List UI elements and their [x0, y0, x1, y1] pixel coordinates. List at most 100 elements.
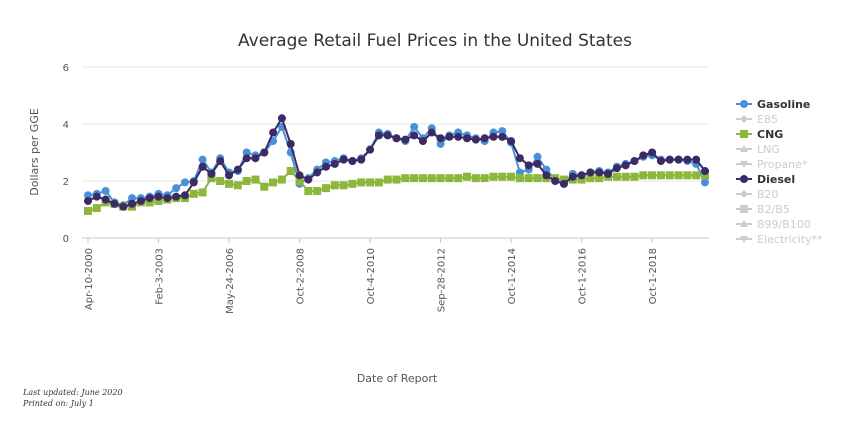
cng-point[interactable]	[621, 172, 630, 181]
cng-point[interactable]	[665, 171, 674, 180]
diesel-point[interactable]	[84, 196, 92, 205]
cng-point[interactable]	[692, 171, 701, 180]
gasoline-point[interactable]	[533, 152, 542, 161]
diesel-point[interactable]	[128, 199, 137, 208]
cng-point[interactable]	[471, 174, 480, 183]
gasoline-point[interactable]	[128, 194, 137, 203]
gasoline-point[interactable]	[198, 155, 207, 164]
cng-point[interactable]	[524, 174, 533, 183]
diesel-point[interactable]	[366, 145, 375, 154]
cng-point[interactable]	[154, 196, 163, 205]
cng-point[interactable]	[366, 178, 375, 187]
cng-point[interactable]	[189, 189, 198, 198]
cng-point[interactable]	[427, 174, 436, 183]
cng-point[interactable]	[612, 172, 621, 181]
diesel-point[interactable]	[304, 175, 313, 184]
diesel-point[interactable]	[286, 139, 295, 148]
diesel-point[interactable]	[586, 168, 595, 177]
diesel-point[interactable]	[357, 155, 366, 164]
gasoline-point[interactable]	[84, 191, 92, 200]
cng-point[interactable]	[207, 174, 216, 183]
diesel-point[interactable]	[136, 196, 145, 205]
cng-point[interactable]	[348, 179, 357, 188]
diesel-point[interactable]	[559, 179, 568, 188]
legend-item-lng[interactable]: LNG	[736, 143, 780, 156]
gasoline-point[interactable]	[101, 186, 110, 195]
diesel-point[interactable]	[454, 132, 463, 141]
cng-point[interactable]	[498, 172, 507, 181]
cng-point[interactable]	[683, 171, 692, 180]
diesel-point[interactable]	[330, 159, 339, 168]
legend-item-b99-b100[interactable]: B99/B100	[736, 218, 811, 231]
cng-point[interactable]	[225, 179, 234, 188]
diesel-point[interactable]	[410, 131, 419, 140]
diesel-point[interactable]	[524, 161, 533, 170]
diesel-point[interactable]	[595, 168, 604, 177]
cng-point[interactable]	[145, 198, 154, 207]
diesel-point[interactable]	[542, 171, 551, 180]
cng-point[interactable]	[277, 175, 286, 184]
cng-point[interactable]	[559, 175, 568, 184]
cng-point[interactable]	[295, 177, 304, 185]
cng-point[interactable]	[577, 175, 586, 184]
gasoline-point[interactable]	[498, 127, 507, 136]
diesel-point[interactable]	[665, 155, 674, 164]
diesel-point[interactable]	[313, 168, 322, 177]
diesel-point[interactable]	[683, 155, 692, 164]
gasoline-point[interactable]	[172, 184, 181, 193]
diesel-point[interactable]	[189, 178, 198, 187]
cng-point[interactable]	[392, 175, 401, 184]
diesel-point[interactable]	[674, 155, 683, 164]
cng-point[interactable]	[374, 178, 383, 187]
cng-point[interactable]	[639, 171, 648, 180]
cng-point[interactable]	[242, 177, 251, 185]
diesel-point[interactable]	[180, 191, 189, 200]
diesel-point[interactable]	[568, 172, 577, 181]
diesel-point[interactable]	[233, 165, 242, 174]
diesel-point[interactable]	[145, 194, 154, 203]
legend-item-cng[interactable]: CNG	[736, 128, 783, 141]
legend-item-diesel[interactable]: Diesel	[736, 173, 795, 186]
cng-point[interactable]	[233, 181, 242, 190]
gasoline-point[interactable]	[436, 139, 445, 148]
diesel-point[interactable]	[630, 157, 639, 166]
diesel-point[interactable]	[533, 159, 542, 168]
cng-point[interactable]	[586, 174, 595, 183]
gasoline-point[interactable]	[180, 178, 189, 187]
gasoline-point[interactable]	[701, 178, 709, 187]
cng-point[interactable]	[701, 171, 709, 180]
cng-point[interactable]	[418, 174, 427, 183]
cng-point[interactable]	[489, 172, 498, 181]
diesel-point[interactable]	[172, 192, 181, 201]
cng-point[interactable]	[648, 171, 657, 180]
diesel-point[interactable]	[471, 135, 480, 144]
diesel-point[interactable]	[656, 157, 665, 166]
diesel-point[interactable]	[445, 132, 454, 141]
legend-item-e85[interactable]: E85	[736, 113, 778, 126]
diesel-point[interactable]	[154, 192, 163, 201]
diesel-point[interactable]	[648, 148, 657, 157]
legend-item-gasoline[interactable]: Gasoline	[736, 98, 810, 111]
cng-point[interactable]	[92, 204, 101, 213]
diesel-point[interactable]	[110, 199, 119, 208]
diesel-point[interactable]	[92, 192, 101, 201]
gasoline-point[interactable]	[410, 122, 419, 131]
legend-item-electricity[interactable]: Electricity**	[736, 233, 823, 246]
diesel-point[interactable]	[515, 154, 524, 163]
cng-point[interactable]	[313, 186, 322, 195]
cng-point[interactable]	[630, 172, 639, 181]
cng-point[interactable]	[339, 181, 348, 190]
cng-point[interactable]	[436, 174, 445, 183]
diesel-point[interactable]	[339, 155, 348, 164]
diesel-point[interactable]	[277, 114, 286, 123]
cng-point[interactable]	[304, 186, 313, 195]
cng-point[interactable]	[401, 174, 410, 183]
diesel-point[interactable]	[551, 177, 560, 185]
cng-point[interactable]	[383, 175, 392, 184]
cng-point[interactable]	[198, 188, 207, 197]
cng-point[interactable]	[84, 206, 92, 215]
gasoline-point[interactable]	[242, 148, 251, 157]
cng-point[interactable]	[463, 172, 472, 181]
diesel-point[interactable]	[251, 154, 260, 163]
diesel-point[interactable]	[401, 135, 410, 144]
